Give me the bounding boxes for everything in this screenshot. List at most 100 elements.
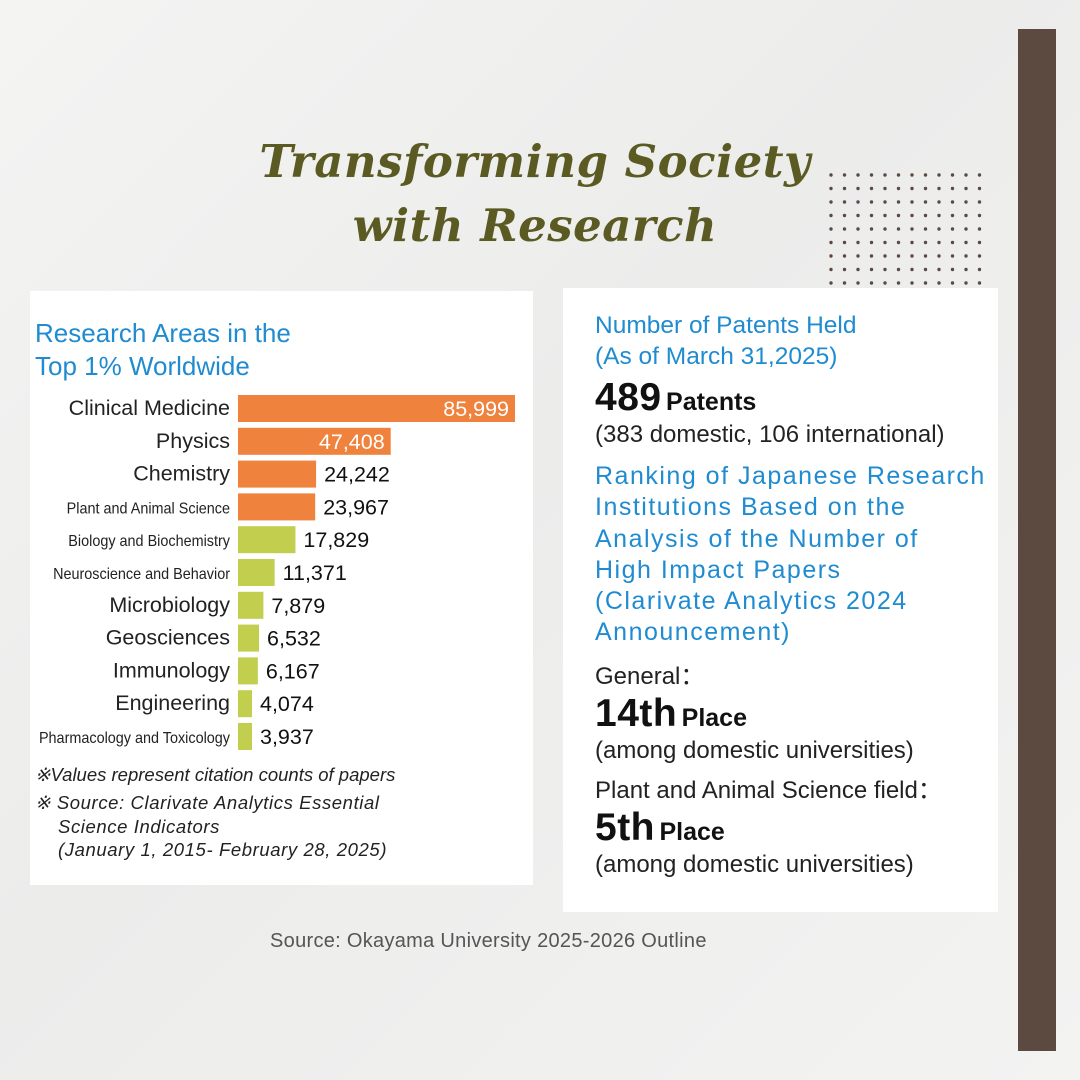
plant-ranking-label: Plant and Animal Science field： <box>595 777 942 804</box>
pattern-dot <box>883 267 887 272</box>
value-label: 6,532 <box>267 627 321 651</box>
pattern-dot <box>977 186 982 191</box>
pattern-dot <box>896 173 901 177</box>
category-label: Geosciences <box>106 626 230 650</box>
chart-heading-line-1: Research Areas in the <box>35 318 291 348</box>
value-label: 47,408 <box>319 430 385 454</box>
value-label: 85,999 <box>443 397 509 421</box>
category-label: Plant and Animal Science <box>67 500 230 518</box>
bar-neuroscience-and-behavior <box>238 559 275 586</box>
pattern-dot <box>883 240 887 245</box>
pattern-dot <box>950 186 955 191</box>
pattern-dot <box>842 240 847 245</box>
pattern-dot <box>842 227 847 231</box>
general-ranking-scope: (among domestic universities) <box>595 737 914 764</box>
bar-physics <box>238 427 391 455</box>
pattern-dot <box>964 227 968 231</box>
plant-animal-ranking: Plant and Animal Science field： 5th Plac… <box>595 776 942 880</box>
pattern-dot <box>923 267 928 272</box>
pattern-dot <box>896 240 901 245</box>
pattern-dot <box>964 254 968 258</box>
ranking-heading-line: (Clarivate Analytics 2024 <box>595 587 908 616</box>
pattern-dot <box>856 173 860 177</box>
value-label: 23,967 <box>323 495 389 519</box>
pattern-dot <box>937 227 941 231</box>
pattern-dot <box>842 186 847 191</box>
pattern-dot <box>896 254 901 258</box>
pattern-dot <box>910 267 914 272</box>
bar-microbiology <box>238 591 264 619</box>
pattern-dot <box>896 281 901 285</box>
ranking-heading: Ranking of Japanese Research Institution… <box>595 461 986 649</box>
patents-heading-line-2: (As of March 31,2025) <box>595 343 838 370</box>
bar-plant-and-animal-science <box>238 493 316 521</box>
pattern-dot <box>923 200 928 204</box>
pattern-dot <box>937 186 941 191</box>
research-areas-bar-chart: Clinical Medicine 85,999 Physics 47,408 Chem… <box>39 395 515 750</box>
pattern-dot <box>977 240 982 245</box>
pattern-dot <box>856 281 860 285</box>
pattern-dot <box>964 267 968 272</box>
pattern-dot <box>964 186 968 191</box>
category-label: Immunology <box>113 658 230 682</box>
ranking-heading-line: Ranking of Japanese Research <box>595 462 986 490</box>
side-accent-bar <box>1018 29 1056 1051</box>
page-title: Transforming Society with Research <box>230 130 840 258</box>
value-label: 7,879 <box>271 594 325 618</box>
pattern-dot <box>977 173 982 177</box>
pattern-dot <box>829 281 833 285</box>
ranking-heading-line: Announcement) <box>595 618 792 647</box>
pattern-dot <box>977 227 982 231</box>
pattern-dot <box>856 240 860 245</box>
pattern-dot <box>964 173 968 177</box>
pattern-dot <box>923 240 928 245</box>
general-ranking-label: General： <box>595 663 705 690</box>
patents-detail: (383 domestic, 106 international) <box>595 421 945 448</box>
bar-biology-and-biochemistry <box>238 526 296 554</box>
ranking-heading-line: Analysis of the Number of <box>595 524 919 553</box>
plant-ranking-value: 5th <box>595 806 655 849</box>
patents-heading-line-1: Number of Patents Held <box>595 312 857 339</box>
pattern-dot <box>964 281 968 285</box>
source-note-line-3: (January 1, 2015- February 28, 2025) <box>58 839 388 860</box>
pattern-dot <box>977 267 982 272</box>
plant-ranking-scope: (among domestic universities) <box>595 851 914 878</box>
pattern-dot <box>869 254 874 258</box>
ranking-heading-line: High Impact Papers <box>595 555 842 584</box>
research-areas-panel: Research Areas in the Top 1% Worldwide C… <box>30 291 533 885</box>
pattern-dot <box>937 240 941 245</box>
pattern-dot <box>883 200 887 204</box>
category-label: Engineering <box>115 691 230 715</box>
pattern-dot <box>896 200 901 204</box>
pattern-dot <box>856 254 860 258</box>
pattern-dot <box>964 200 968 204</box>
pattern-dot <box>842 173 847 177</box>
pattern-dot <box>923 227 928 231</box>
pattern-dot <box>937 267 941 272</box>
pattern-dot <box>829 200 833 204</box>
pattern-dot <box>869 281 874 285</box>
pattern-dot <box>856 267 860 272</box>
pattern-dot <box>869 186 874 191</box>
source-note-line-2: Science Indicators <box>58 815 220 837</box>
pattern-dot <box>829 173 833 177</box>
pattern-dot <box>829 227 833 231</box>
category-label: Neuroscience and Behavior <box>53 566 230 584</box>
pattern-dot <box>856 200 860 204</box>
patents-count: 489 Patents (383 domestic, 106 internati… <box>595 376 945 450</box>
pattern-dot <box>869 227 874 231</box>
pattern-dot <box>829 267 833 272</box>
pattern-dot <box>910 200 914 204</box>
pattern-dot <box>842 267 847 272</box>
pattern-dot <box>950 173 955 177</box>
patents-heading: Number of Patents Held (As of March 31,2… <box>595 310 856 372</box>
pattern-dot <box>856 213 860 218</box>
pattern-dot <box>829 240 833 245</box>
category-label: Pharmacology and Toxicology <box>39 730 231 748</box>
pattern-dot <box>883 213 887 218</box>
bar-immunology <box>238 657 258 685</box>
pattern-dot <box>842 254 847 258</box>
category-label: Clinical Medicine <box>69 396 230 420</box>
pattern-dot <box>950 240 955 245</box>
title-line-2: with Research <box>352 199 718 252</box>
